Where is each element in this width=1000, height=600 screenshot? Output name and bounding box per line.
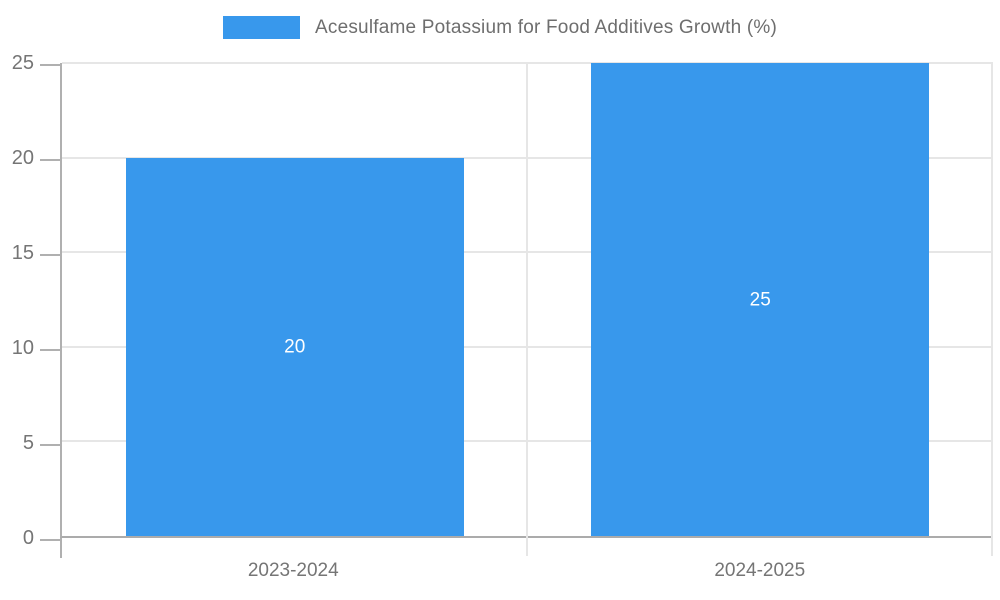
y-tick-mark-25 <box>40 64 60 66</box>
gridline-y-5 <box>62 440 993 443</box>
x-axis-left-tick <box>60 538 62 558</box>
legend-item[interactable]: Acesulfame Potassium for Food Additives … <box>0 16 1000 39</box>
gridline-y-20 <box>62 156 993 159</box>
bar-value-label: 25 <box>749 289 771 310</box>
x-tick-label-2023-2024: 2023-2024 <box>247 560 339 581</box>
y-tick-mark-0 <box>40 539 60 541</box>
y-tick-mark-5 <box>40 444 60 446</box>
y-tick-mark-20 <box>40 159 60 161</box>
gridline-x-1 <box>525 63 528 556</box>
gridline-y-25 <box>62 62 993 64</box>
y-tick-mark-15 <box>40 254 60 256</box>
gridline-x-2 <box>991 63 993 556</box>
legend-label: Acesulfame Potassium for Food Additives … <box>315 16 777 38</box>
bar-value-label: 20 <box>284 336 306 358</box>
gridline-y-15 <box>62 251 993 254</box>
x-tick-label-2024-2025: 2024-2025 <box>714 560 806 581</box>
bar-2023-2024 <box>125 157 464 536</box>
plot-area: 20 25 <box>60 62 993 558</box>
bar-2024-2025 <box>591 63 930 536</box>
gridline-y-10 <box>62 345 993 348</box>
legend-swatch <box>223 16 301 39</box>
y-tick-mark-10 <box>40 349 60 351</box>
